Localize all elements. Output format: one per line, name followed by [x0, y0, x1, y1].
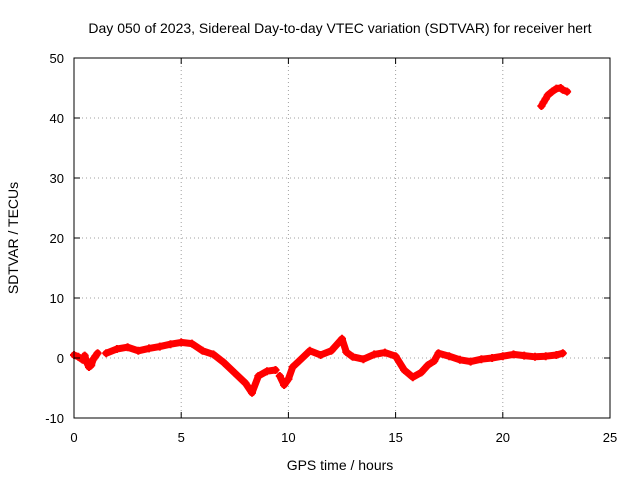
- data-point: [93, 349, 102, 358]
- data-point: [400, 366, 409, 374]
- data-point: [558, 85, 567, 94]
- data-point: [78, 355, 87, 364]
- y-tick-label: 40: [50, 111, 64, 126]
- data-point: [263, 367, 271, 376]
- data-point: [102, 349, 111, 358]
- x-tick-label: 0: [70, 430, 77, 445]
- data-point: [380, 348, 389, 357]
- y-tick-label: 10: [50, 291, 64, 306]
- data-point: [466, 357, 475, 366]
- x-tick-label: 20: [496, 430, 510, 445]
- series-trace: [276, 335, 567, 389]
- data-point: [248, 388, 256, 397]
- data-point: [359, 355, 368, 364]
- data-point: [370, 350, 379, 359]
- y-tick-label: 20: [50, 231, 64, 246]
- axis-ticks: 0 5 10 15 20 25 -10 0 10 20 30 40 50: [45, 51, 617, 445]
- data-point: [134, 346, 143, 355]
- data-point: [445, 352, 454, 361]
- data-point: [531, 352, 539, 361]
- data-point: [455, 355, 464, 364]
- chart-title: Day 050 of 2023, Sidereal Day-to-day VTE…: [88, 20, 591, 36]
- y-tick-label: 0: [57, 351, 64, 366]
- x-axis-label: GPS time / hours: [287, 457, 394, 473]
- data-point: [558, 349, 567, 358]
- data-point: [187, 339, 196, 348]
- data-point: [305, 346, 314, 355]
- y-tick-label: 50: [50, 51, 64, 66]
- x-tick-label: 15: [388, 430, 402, 445]
- data-point: [423, 361, 432, 370]
- data-point: [155, 342, 164, 351]
- data-point: [275, 372, 284, 380]
- data-point: [230, 369, 239, 377]
- data-series: [70, 84, 572, 397]
- data-point: [241, 379, 250, 388]
- data-point: [408, 373, 417, 382]
- data-point: [74, 352, 83, 361]
- data-point: [488, 354, 497, 362]
- data-point: [430, 357, 439, 365]
- data-point: [417, 368, 426, 377]
- data-point: [477, 355, 486, 364]
- data-point: [198, 346, 207, 355]
- data-point: [87, 361, 96, 370]
- data-point: [338, 334, 346, 343]
- data-point: [563, 87, 572, 96]
- data-point: [434, 349, 443, 358]
- series-trace: [102, 338, 279, 397]
- data-point: [316, 351, 325, 359]
- data-point: [112, 345, 121, 353]
- data-point: [166, 340, 175, 349]
- grid-lines: [74, 58, 610, 418]
- data-point: [209, 350, 218, 359]
- data-point: [82, 358, 91, 367]
- data-point: [391, 352, 400, 361]
- data-point: [288, 363, 297, 371]
- data-point: [295, 357, 304, 365]
- data-point: [284, 375, 293, 383]
- data-point: [271, 366, 280, 374]
- data-point: [145, 344, 153, 353]
- data-point: [548, 87, 557, 96]
- x-tick-label: 25: [603, 430, 617, 445]
- data-point: [541, 352, 550, 361]
- y-tick-label: 30: [50, 171, 64, 186]
- data-point: [254, 372, 263, 380]
- x-tick-label: 5: [178, 430, 185, 445]
- x-tick-label: 10: [281, 430, 295, 445]
- data-point: [543, 91, 552, 100]
- data-point: [348, 352, 357, 361]
- data-point: [520, 351, 529, 360]
- data-point: [342, 348, 351, 356]
- y-axis-label: SDTVAR / TECUs: [5, 182, 21, 294]
- y-tick-label: -10: [45, 411, 64, 426]
- data-point: [280, 381, 289, 389]
- data-point: [123, 343, 132, 352]
- data-point: [177, 338, 186, 347]
- data-point: [80, 351, 89, 360]
- data-point: [552, 351, 561, 359]
- data-point: [327, 346, 336, 355]
- data-point: [498, 352, 507, 361]
- data-point: [509, 350, 518, 359]
- data-point: [220, 358, 229, 367]
